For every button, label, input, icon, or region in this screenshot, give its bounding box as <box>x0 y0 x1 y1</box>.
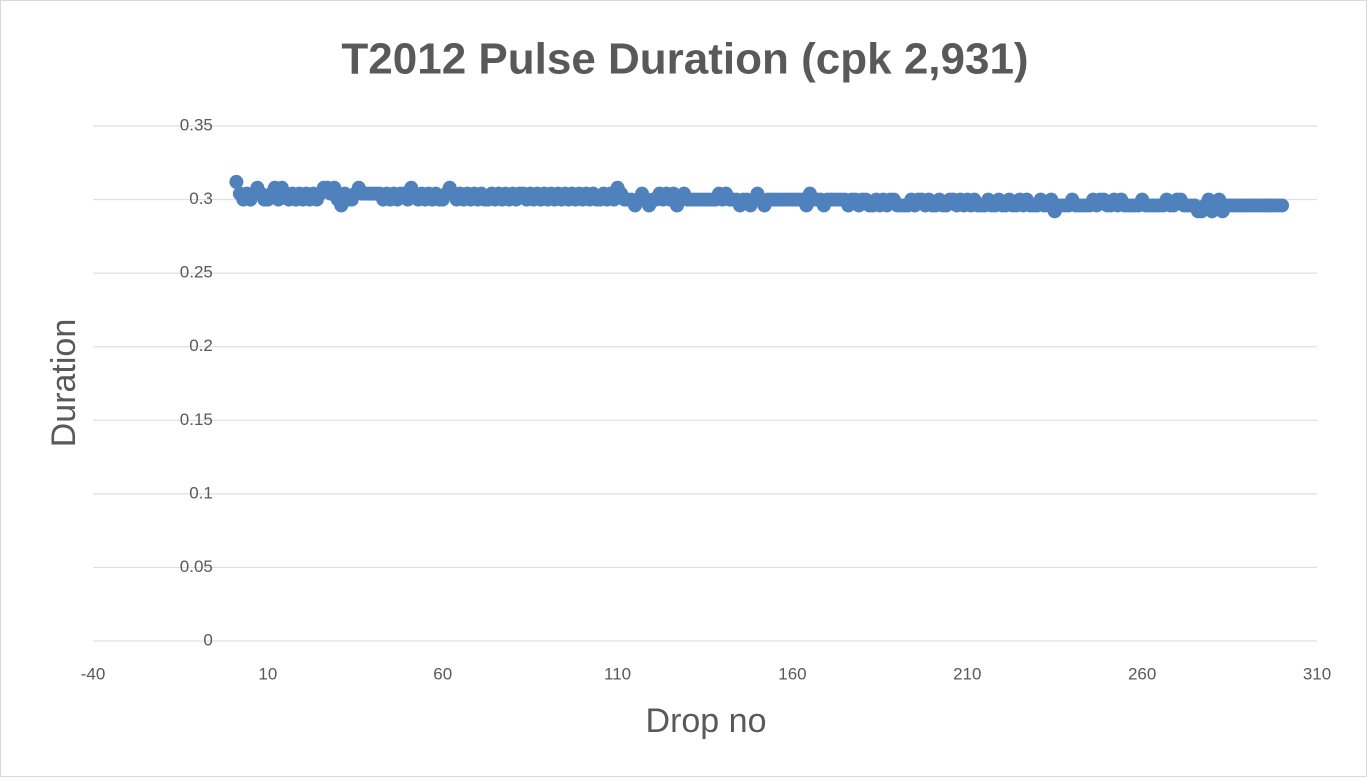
data-point <box>1275 198 1290 213</box>
y-tick-label: 0 <box>203 630 212 649</box>
y-tick-label: 0.35 <box>180 115 213 134</box>
y-axis-label: Duration <box>45 319 83 448</box>
x-tick-label: 110 <box>604 664 631 683</box>
y-tick-label: 0.05 <box>180 557 213 576</box>
data-point <box>327 180 342 195</box>
x-tick-label: 260 <box>1128 664 1156 683</box>
y-tick-label: 0.3 <box>189 189 213 208</box>
chart-title: T2012 Pulse Duration (cpk 2,931) <box>341 35 1028 84</box>
y-tick-label: 0.15 <box>180 410 213 429</box>
x-tick-label: 60 <box>433 664 452 683</box>
x-tick-label: 310 <box>1303 664 1331 683</box>
x-axis-label: Drop no <box>646 702 767 740</box>
y-tick-label: 0.1 <box>189 483 213 502</box>
data-point <box>229 174 244 189</box>
y-tick-label: 0.25 <box>180 263 213 282</box>
x-tick-label: 210 <box>953 664 981 683</box>
x-tick-label: 10 <box>258 664 277 683</box>
y-tick-label: 0.2 <box>189 336 213 355</box>
x-tick-label: 160 <box>778 664 806 683</box>
x-tick-label: -40 <box>81 664 106 683</box>
